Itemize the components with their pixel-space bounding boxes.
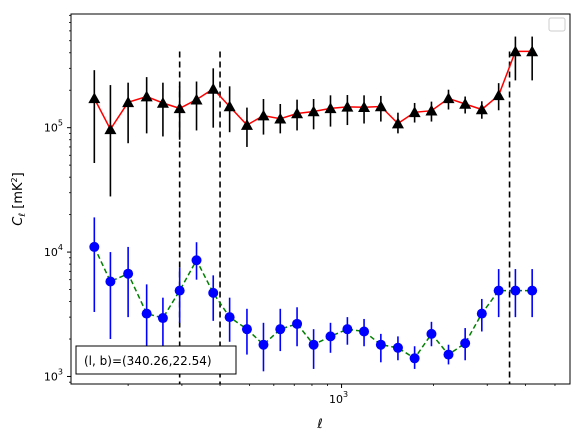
data-point: [325, 331, 336, 342]
data-point: [526, 45, 539, 57]
legend: [548, 17, 566, 32]
annotation: (l, b)=(340.26,22.54): [75, 345, 237, 375]
data-point: [342, 324, 353, 335]
series-1: [88, 36, 539, 197]
data-point: [224, 312, 235, 323]
data-point: [104, 123, 117, 135]
data-point: [492, 89, 505, 101]
data-point: [174, 285, 185, 296]
data-point: [443, 349, 454, 360]
y-tick-label: 104: [44, 243, 63, 259]
x-axis-label: ℓ: [316, 417, 322, 432]
data-point: [207, 82, 220, 94]
data-point: [258, 339, 269, 350]
plot-area: [71, 14, 570, 384]
data-point: [476, 308, 487, 319]
data-point: [157, 313, 168, 324]
data-point: [307, 105, 320, 117]
x-tick-exponent: 3: [343, 390, 348, 399]
data-point: [509, 45, 522, 57]
data-point: [190, 93, 203, 105]
data-point: [141, 308, 152, 319]
data-point: [425, 104, 438, 116]
data-point: [341, 100, 354, 112]
data-point: [493, 285, 504, 296]
annotation-box: [75, 345, 237, 375]
data-point: [308, 339, 319, 350]
data-point: [123, 268, 134, 279]
data-point: [475, 103, 488, 115]
data-point: [459, 98, 472, 109]
data-point: [240, 119, 253, 130]
y-tick-exponent: 4: [58, 243, 63, 252]
y-tick-exponent: 3: [58, 367, 63, 376]
data-point: [275, 324, 286, 335]
data-point: [392, 342, 403, 353]
y-tick-label: 103: [44, 367, 63, 383]
data-point: [426, 328, 437, 339]
data-point: [274, 112, 287, 124]
data-point: [442, 92, 455, 104]
y-tick-label: 105: [44, 119, 63, 135]
data-point: [105, 276, 116, 287]
data-point: [510, 285, 521, 296]
data-point: [89, 241, 100, 252]
data-point: [88, 92, 101, 104]
legend-box: [548, 17, 566, 32]
data-point: [191, 255, 202, 266]
data-point: [241, 324, 252, 335]
data-point: [140, 90, 153, 102]
y-tick-exponent: 5: [58, 119, 63, 128]
annotation-text: (l, b)=(340.26,22.54): [84, 354, 212, 368]
data-point: [527, 285, 538, 296]
data-point: [409, 353, 420, 364]
data-point: [156, 96, 169, 108]
data-point: [374, 100, 387, 112]
data-point: [291, 107, 304, 119]
x-tick-label: 103: [329, 390, 348, 406]
data-point: [292, 318, 303, 329]
data-point: [460, 338, 471, 349]
data-point: [208, 287, 219, 298]
plot-frame: [70, 13, 571, 385]
data-point: [408, 106, 421, 118]
data-point: [391, 117, 404, 129]
data-point: [257, 109, 270, 121]
data-point: [122, 96, 135, 108]
data-point: [375, 339, 386, 350]
y-axis-label: Cℓ [mK2]: [10, 172, 28, 225]
data-point: [324, 102, 337, 114]
data-point: [173, 102, 186, 114]
data-point: [359, 326, 370, 337]
data-point: [223, 100, 236, 112]
data-point: [358, 101, 371, 113]
